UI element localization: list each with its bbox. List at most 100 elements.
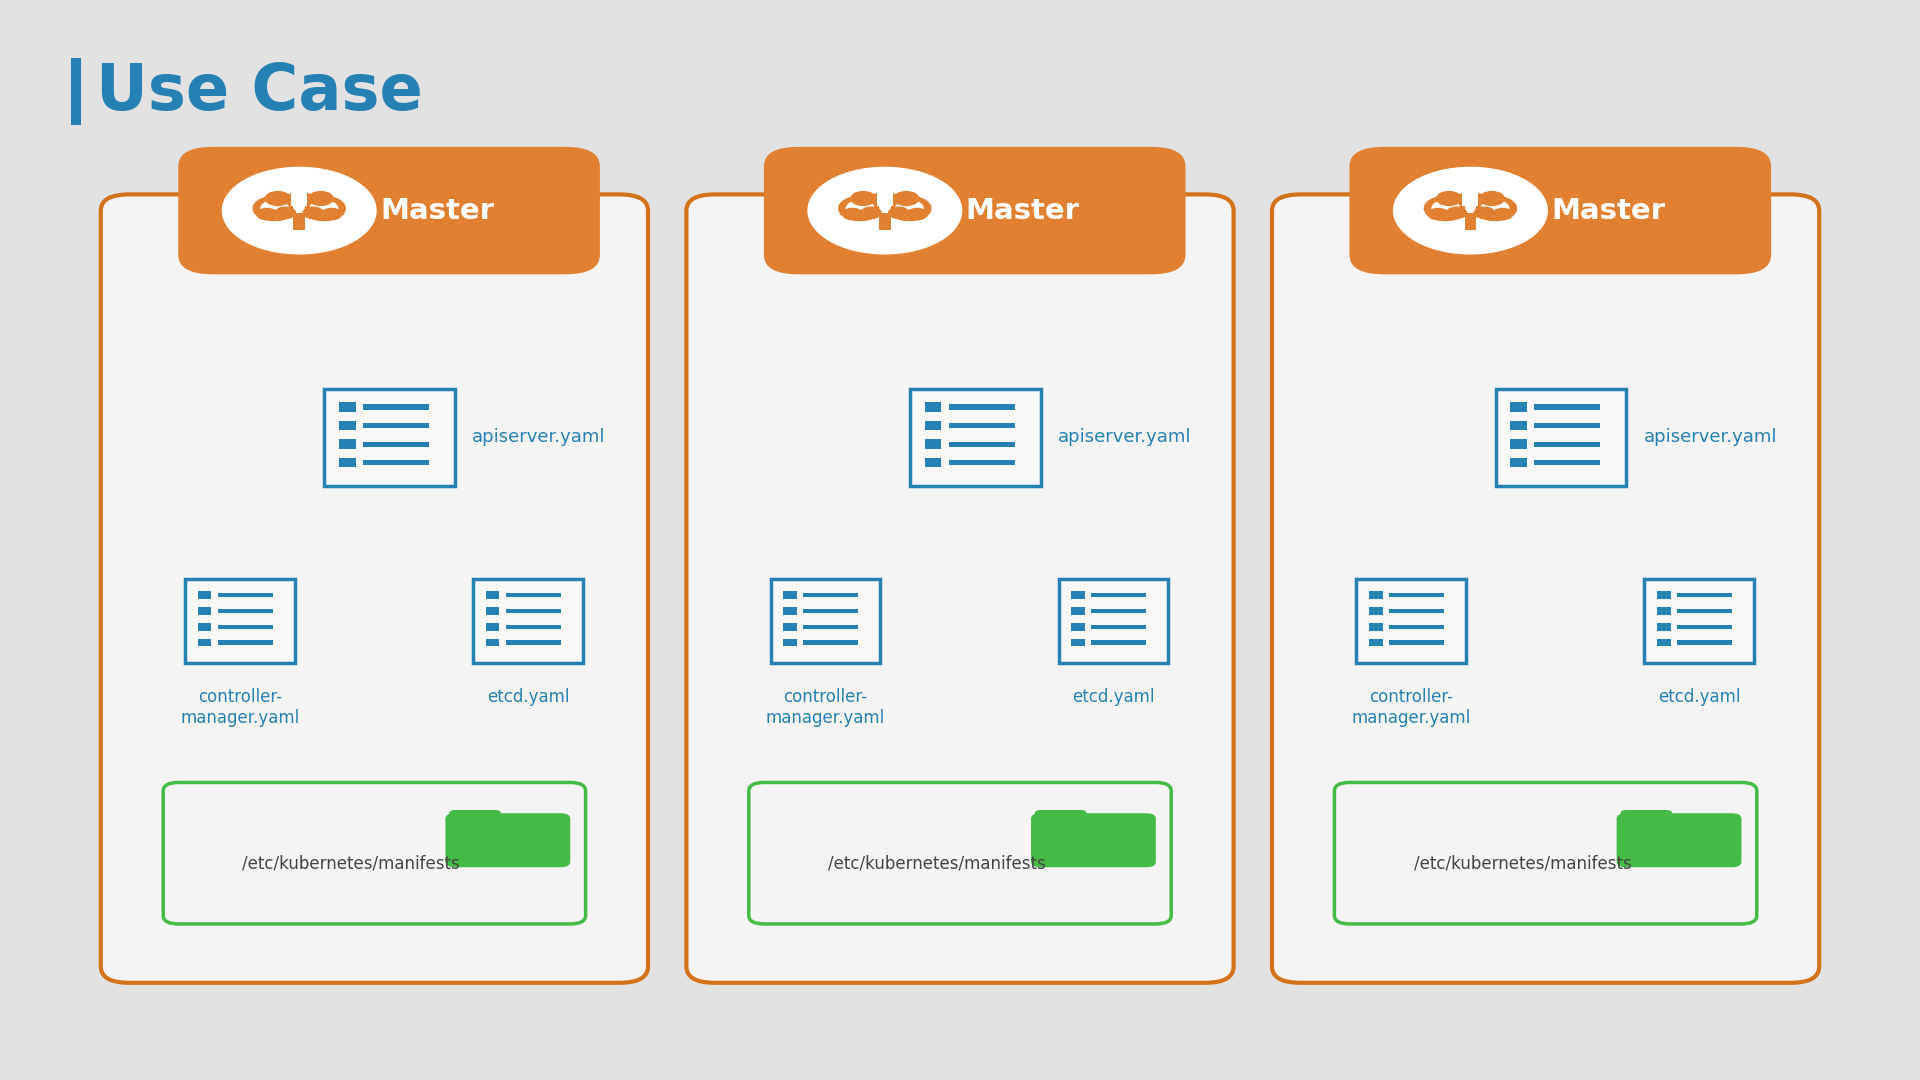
FancyBboxPatch shape [449, 810, 501, 832]
FancyBboxPatch shape [217, 609, 273, 613]
FancyBboxPatch shape [1356, 579, 1467, 663]
FancyBboxPatch shape [1350, 147, 1770, 274]
Text: Master: Master [1551, 197, 1665, 225]
FancyBboxPatch shape [363, 404, 428, 409]
Circle shape [843, 208, 862, 219]
Text: etcd.yaml: etcd.yaml [1073, 689, 1154, 706]
Circle shape [839, 197, 881, 220]
Text: apiserver.yaml: apiserver.yaml [1058, 429, 1192, 446]
FancyBboxPatch shape [1534, 404, 1599, 409]
FancyBboxPatch shape [163, 782, 586, 923]
Text: Use Case: Use Case [96, 60, 422, 123]
Circle shape [1475, 207, 1494, 218]
Text: controller-
manager.yaml: controller- manager.yaml [766, 689, 885, 727]
FancyBboxPatch shape [948, 404, 1014, 409]
Circle shape [887, 197, 931, 220]
FancyBboxPatch shape [783, 591, 797, 599]
FancyBboxPatch shape [1511, 403, 1526, 411]
FancyBboxPatch shape [363, 442, 428, 447]
Circle shape [1473, 197, 1517, 220]
Text: /etc/kubernetes/manifests: /etc/kubernetes/manifests [1413, 855, 1632, 873]
FancyBboxPatch shape [783, 623, 797, 631]
Circle shape [1453, 192, 1488, 212]
Text: etcd.yaml: etcd.yaml [1659, 689, 1740, 706]
Circle shape [309, 201, 338, 216]
Text: controller-
manager.yaml: controller- manager.yaml [1352, 689, 1471, 727]
FancyBboxPatch shape [783, 607, 797, 615]
FancyBboxPatch shape [1388, 609, 1444, 613]
FancyBboxPatch shape [340, 458, 355, 468]
FancyBboxPatch shape [198, 623, 211, 631]
FancyBboxPatch shape [1388, 593, 1444, 597]
FancyBboxPatch shape [948, 460, 1014, 465]
Circle shape [257, 208, 276, 219]
FancyBboxPatch shape [1676, 640, 1732, 645]
Circle shape [265, 191, 290, 205]
FancyBboxPatch shape [1071, 623, 1085, 631]
FancyBboxPatch shape [948, 423, 1014, 428]
FancyBboxPatch shape [1465, 200, 1476, 230]
FancyBboxPatch shape [1388, 624, 1444, 629]
Text: apiserver.yaml: apiserver.yaml [472, 429, 607, 446]
FancyBboxPatch shape [1676, 609, 1732, 613]
FancyBboxPatch shape [1657, 638, 1670, 646]
Text: controller-
manager.yaml: controller- manager.yaml [180, 689, 300, 727]
Circle shape [1432, 201, 1459, 216]
FancyBboxPatch shape [198, 607, 211, 615]
FancyBboxPatch shape [363, 423, 428, 428]
FancyBboxPatch shape [363, 460, 428, 465]
FancyBboxPatch shape [749, 782, 1171, 923]
FancyBboxPatch shape [925, 440, 941, 448]
FancyBboxPatch shape [879, 189, 891, 213]
FancyBboxPatch shape [486, 607, 499, 615]
FancyBboxPatch shape [505, 640, 561, 645]
FancyBboxPatch shape [1031, 813, 1156, 867]
Circle shape [847, 201, 874, 216]
FancyBboxPatch shape [1465, 189, 1476, 213]
FancyBboxPatch shape [1369, 591, 1382, 599]
Text: apiserver.yaml: apiserver.yaml [1644, 429, 1778, 446]
FancyBboxPatch shape [184, 579, 294, 663]
FancyBboxPatch shape [324, 389, 455, 486]
FancyBboxPatch shape [764, 147, 1185, 274]
FancyBboxPatch shape [1617, 813, 1741, 867]
Circle shape [303, 207, 323, 218]
FancyBboxPatch shape [687, 194, 1235, 983]
Circle shape [309, 191, 332, 205]
FancyBboxPatch shape [294, 200, 305, 230]
FancyBboxPatch shape [1071, 607, 1085, 615]
FancyBboxPatch shape [1657, 607, 1670, 615]
FancyBboxPatch shape [1091, 640, 1146, 645]
FancyBboxPatch shape [1035, 810, 1087, 832]
FancyBboxPatch shape [1058, 579, 1167, 663]
FancyBboxPatch shape [803, 609, 858, 613]
Text: Master: Master [380, 197, 493, 225]
FancyBboxPatch shape [803, 640, 858, 645]
FancyBboxPatch shape [340, 403, 355, 411]
Circle shape [1492, 208, 1513, 219]
FancyBboxPatch shape [1534, 442, 1599, 447]
FancyBboxPatch shape [770, 579, 879, 663]
FancyBboxPatch shape [803, 593, 858, 597]
FancyBboxPatch shape [948, 442, 1014, 447]
Circle shape [261, 201, 288, 216]
FancyBboxPatch shape [445, 813, 570, 867]
Text: /etc/kubernetes/manifests: /etc/kubernetes/manifests [242, 855, 461, 873]
FancyBboxPatch shape [102, 194, 649, 983]
FancyBboxPatch shape [803, 624, 858, 629]
FancyBboxPatch shape [925, 403, 941, 411]
FancyBboxPatch shape [1369, 638, 1382, 646]
FancyBboxPatch shape [1511, 440, 1526, 448]
FancyBboxPatch shape [1271, 194, 1820, 983]
FancyBboxPatch shape [1071, 638, 1085, 646]
FancyBboxPatch shape [1388, 640, 1444, 645]
FancyBboxPatch shape [198, 591, 211, 599]
FancyBboxPatch shape [179, 147, 599, 274]
FancyBboxPatch shape [1676, 624, 1732, 629]
Circle shape [808, 167, 962, 254]
FancyBboxPatch shape [217, 624, 273, 629]
FancyBboxPatch shape [294, 189, 305, 213]
Circle shape [895, 201, 924, 216]
FancyBboxPatch shape [783, 638, 797, 646]
FancyBboxPatch shape [1463, 191, 1478, 206]
